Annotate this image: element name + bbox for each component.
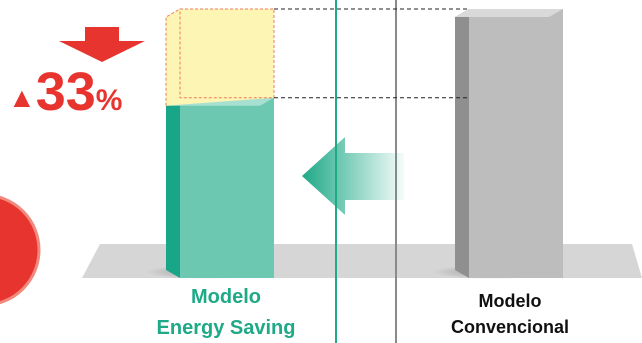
category-label-energy-saving-line-2: Energy Saving <box>157 317 296 339</box>
category-label-conventional-line-1: Modelo <box>479 291 542 311</box>
comparison-arrow <box>302 137 404 215</box>
bar-side-conventional <box>455 9 469 278</box>
reduction-label: ▲33% <box>8 62 122 122</box>
reduction-box <box>166 9 274 106</box>
reduction-sign: ▲ <box>8 82 36 113</box>
category-label-conventional-line-2: Convencional <box>451 317 569 337</box>
reduction-outline <box>179 8 275 99</box>
bar-top-conventional <box>455 9 563 17</box>
bar-conventional <box>469 9 563 278</box>
reduction-down-arrow <box>59 27 145 62</box>
bar-energy-saving <box>180 97 274 279</box>
reduction-number: 33 <box>36 62 96 122</box>
bar-side-energy-saving <box>166 97 180 279</box>
category-label-energy-saving-line-1: Modelo <box>191 286 261 308</box>
reduction-unit: % <box>96 84 123 117</box>
decorative-circle <box>0 195 41 305</box>
